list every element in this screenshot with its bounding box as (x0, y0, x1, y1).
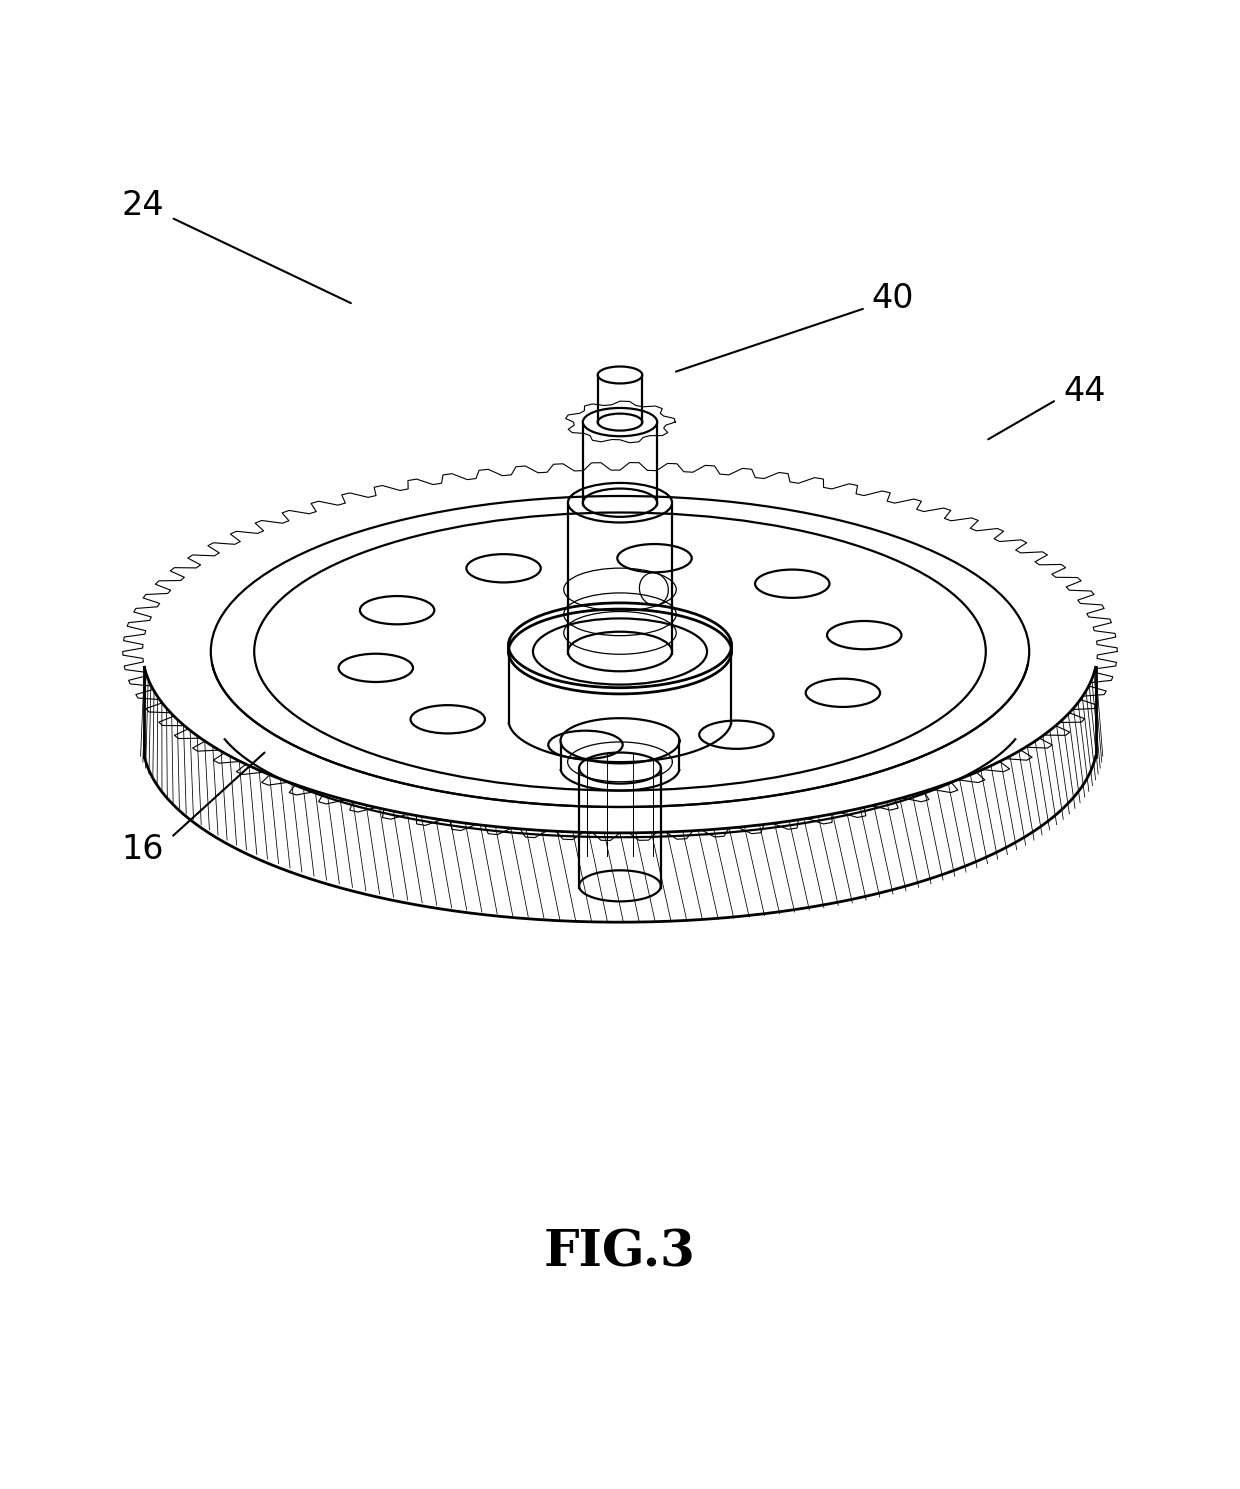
Text: FIG.3: FIG.3 (544, 1228, 696, 1278)
Text: 24: 24 (122, 189, 164, 222)
Text: 16: 16 (122, 834, 164, 867)
Text: 40: 40 (872, 281, 914, 314)
Text: 44: 44 (1064, 375, 1106, 408)
